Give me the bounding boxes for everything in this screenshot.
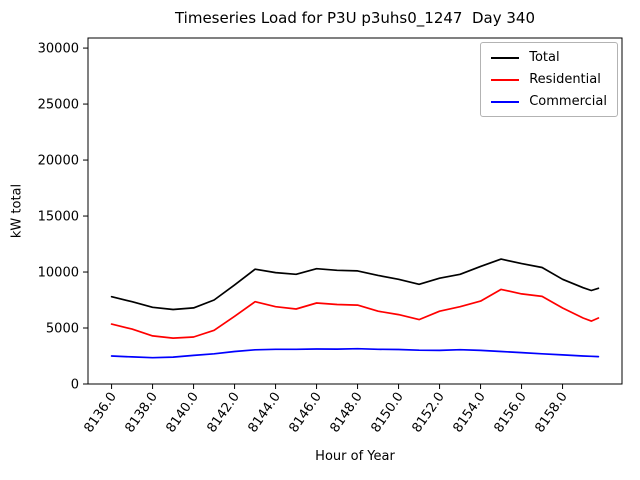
y-tick-label: 10000 bbox=[38, 266, 79, 281]
chart-title: Timeseries Load for P3U p3uhs0_1247 Day … bbox=[174, 9, 536, 27]
x-tick-label: 8148.0 bbox=[327, 390, 365, 436]
x-tick-label: 8150.0 bbox=[368, 390, 406, 436]
series-line-commercial bbox=[110, 347, 600, 359]
x-axis-label: Hour of Year bbox=[315, 449, 395, 464]
legend-label-total: Total bbox=[529, 50, 560, 65]
y-tick-label: 0 bbox=[71, 378, 79, 393]
y-tick-label: 20000 bbox=[38, 154, 79, 169]
y-tick-label: 15000 bbox=[38, 210, 79, 225]
legend-swatch-total bbox=[491, 56, 520, 59]
axes-frame bbox=[87, 37, 623, 385]
x-tick-label: 8140.0 bbox=[163, 390, 201, 436]
x-tick-label: 8138.0 bbox=[122, 390, 160, 436]
legend-label-commercial: Commercial bbox=[529, 94, 607, 109]
legend-swatch-commercial bbox=[491, 100, 520, 103]
x-tick-label: 8144.0 bbox=[245, 390, 283, 436]
x-tick-label: 8142.0 bbox=[204, 390, 242, 436]
y-tick-label: 25000 bbox=[38, 98, 79, 113]
x-tick-label: 8158.0 bbox=[532, 390, 570, 436]
x-tick-label: 8152.0 bbox=[409, 390, 447, 436]
legend: Total Residential Commercial bbox=[480, 42, 618, 117]
legend-item-residential: Residential bbox=[491, 71, 607, 88]
legend-label-residential: Residential bbox=[529, 72, 601, 87]
x-tick-label: 8136.0 bbox=[81, 390, 119, 436]
legend-swatch-residential bbox=[491, 78, 520, 81]
x-tick-label: 8156.0 bbox=[491, 390, 529, 436]
y-tick-label: 5000 bbox=[46, 322, 79, 337]
legend-item-total: Total bbox=[491, 49, 607, 66]
series-line-residential bbox=[110, 288, 600, 339]
y-axis-label: kW total bbox=[9, 183, 25, 239]
x-tick-label: 8154.0 bbox=[450, 390, 488, 436]
series-line-total bbox=[110, 258, 600, 311]
x-tick-label: 8146.0 bbox=[286, 390, 324, 436]
y-tick-label: 30000 bbox=[38, 42, 79, 57]
legend-item-commercial: Commercial bbox=[491, 93, 607, 110]
